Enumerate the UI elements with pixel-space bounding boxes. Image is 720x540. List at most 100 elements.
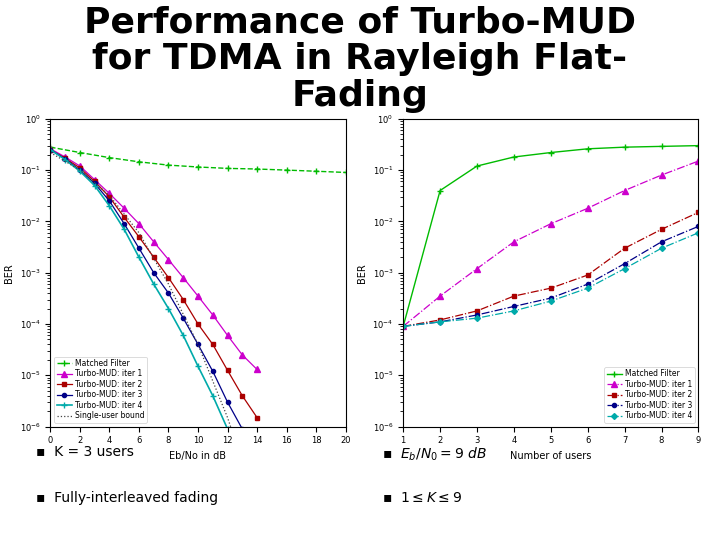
Turbo-MUD: iter 3: (11, 1.2e-05): iter 3: (11, 1.2e-05) bbox=[209, 368, 217, 374]
Turbo-MUD: iter 1: (3, 0.065): iter 1: (3, 0.065) bbox=[91, 177, 99, 183]
Turbo-MUD: iter 1: (10, 0.00035): iter 1: (10, 0.00035) bbox=[194, 293, 202, 299]
Turbo-MUD: iter 3: (13, 9e-07): iter 3: (13, 9e-07) bbox=[238, 426, 246, 432]
Turbo-MUD: iter 3: (14, 3e-07): iter 3: (14, 3e-07) bbox=[253, 450, 261, 457]
Line: Turbo-MUD: iter 2: Turbo-MUD: iter 2 bbox=[48, 147, 259, 420]
Turbo-MUD: iter 4: (1, 0.16): iter 4: (1, 0.16) bbox=[60, 157, 69, 163]
Turbo-MUD: iter 1: (5, 0.009): iter 1: (5, 0.009) bbox=[546, 220, 555, 227]
Turbo-MUD: iter 3: (10, 4e-05): iter 3: (10, 4e-05) bbox=[194, 341, 202, 348]
Turbo-MUD: iter 3: (7, 0.001): iter 3: (7, 0.001) bbox=[150, 269, 158, 276]
Text: ▪  Fully-interleaved fading: ▪ Fully-interleaved fading bbox=[36, 491, 218, 505]
Y-axis label: BER: BER bbox=[357, 263, 367, 282]
Line: Turbo-MUD: iter 3: Turbo-MUD: iter 3 bbox=[48, 147, 259, 456]
Turbo-MUD: iter 3: (2, 0.00011): iter 3: (2, 0.00011) bbox=[436, 319, 444, 325]
Turbo-MUD: iter 4: (7, 0.0006): iter 4: (7, 0.0006) bbox=[150, 281, 158, 287]
Turbo-MUD: iter 4: (10, 1.5e-05): iter 4: (10, 1.5e-05) bbox=[194, 363, 202, 369]
Turbo-MUD: iter 2: (4, 0.03): iter 2: (4, 0.03) bbox=[105, 194, 114, 200]
Turbo-MUD: iter 2: (9, 0.0003): iter 2: (9, 0.0003) bbox=[179, 296, 187, 303]
Turbo-MUD: iter 1: (2, 0.12): iter 1: (2, 0.12) bbox=[76, 163, 84, 169]
Matched Filter bbox=[164, 162, 173, 168]
Turbo-MUD: iter 1: (14, 1.3e-05): iter 1: (14, 1.3e-05) bbox=[253, 366, 261, 373]
Turbo-MUD: iter 2: (10, 0.0001): iter 2: (10, 0.0001) bbox=[194, 321, 202, 327]
X-axis label: Number of users: Number of users bbox=[510, 451, 592, 461]
Matched Filter bbox=[341, 169, 350, 176]
Turbo-MUD: iter 1: (6, 0.009): iter 1: (6, 0.009) bbox=[135, 220, 143, 227]
Turbo-MUD: iter 4: (0, 0.25): iter 4: (0, 0.25) bbox=[46, 146, 55, 153]
Line: Turbo-MUD: iter 3: Turbo-MUD: iter 3 bbox=[401, 224, 701, 328]
Turbo-MUD: iter 1: (1, 0.18): iter 1: (1, 0.18) bbox=[60, 154, 69, 160]
Turbo-MUD: iter 1: (13, 2.5e-05): iter 1: (13, 2.5e-05) bbox=[238, 352, 246, 358]
Turbo-MUD: iter 1: (4, 0.035): iter 1: (4, 0.035) bbox=[105, 190, 114, 197]
Single-user bound bbox=[194, 341, 202, 348]
Turbo-MUD: iter 3: (2, 0.1): iter 3: (2, 0.1) bbox=[76, 167, 84, 173]
Turbo-MUD: iter 1: (3, 0.0012): iter 1: (3, 0.0012) bbox=[473, 265, 482, 272]
X-axis label: Eb/No in dB: Eb/No in dB bbox=[169, 451, 227, 461]
Matched Filter bbox=[76, 149, 84, 156]
Turbo-MUD: iter 4: (13, 2e-07): iter 4: (13, 2e-07) bbox=[238, 459, 246, 465]
Turbo-MUD: iter 1: (6, 0.018): iter 1: (6, 0.018) bbox=[583, 205, 592, 212]
Turbo-MUD: iter 4: (2, 0.00011): iter 4: (2, 0.00011) bbox=[436, 319, 444, 325]
Turbo-MUD: iter 4: (8, 0.003): iter 4: (8, 0.003) bbox=[657, 245, 666, 252]
Single-user bound bbox=[253, 502, 261, 508]
Matched Filter bbox=[583, 146, 592, 152]
Turbo-MUD: iter 1: (0, 0.26): iter 1: (0, 0.26) bbox=[46, 146, 55, 152]
Single-user bound bbox=[135, 230, 143, 236]
Turbo-MUD: iter 2: (1, 0.17): iter 2: (1, 0.17) bbox=[60, 155, 69, 161]
Turbo-MUD: iter 1: (7, 0.04): iter 1: (7, 0.04) bbox=[621, 187, 629, 194]
Turbo-MUD: iter 3: (8, 0.0004): iter 3: (8, 0.0004) bbox=[164, 290, 173, 296]
Turbo-MUD: iter 3: (12, 3e-06): iter 3: (12, 3e-06) bbox=[223, 399, 232, 406]
Legend: Matched Filter, Turbo-MUD: iter 1, Turbo-MUD: iter 2, Turbo-MUD: iter 3, Turbo-M: Matched Filter, Turbo-MUD: iter 1, Turbo… bbox=[54, 356, 147, 423]
Turbo-MUD: iter 4: (4, 0.00018): iter 4: (4, 0.00018) bbox=[510, 308, 518, 314]
Turbo-MUD: iter 2: (11, 4e-05): iter 2: (11, 4e-05) bbox=[209, 341, 217, 348]
Turbo-MUD: iter 4: (8, 0.0002): iter 4: (8, 0.0002) bbox=[164, 305, 173, 312]
Turbo-MUD: iter 1: (7, 0.004): iter 1: (7, 0.004) bbox=[150, 239, 158, 245]
Text: ▪  K = 3 users: ▪ K = 3 users bbox=[36, 446, 134, 460]
Turbo-MUD: iter 2: (9, 0.015): iter 2: (9, 0.015) bbox=[694, 209, 703, 215]
Turbo-MUD: iter 4: (9, 0.006): iter 4: (9, 0.006) bbox=[694, 230, 703, 236]
Turbo-MUD: iter 2: (5, 0.0005): iter 2: (5, 0.0005) bbox=[546, 285, 555, 292]
Matched Filter bbox=[312, 168, 320, 174]
Turbo-MUD: iter 4: (5, 0.007): iter 4: (5, 0.007) bbox=[120, 226, 128, 233]
Y-axis label: BER: BER bbox=[4, 263, 14, 282]
Turbo-MUD: iter 3: (9, 0.00013): iter 3: (9, 0.00013) bbox=[179, 315, 187, 321]
Line: Turbo-MUD: iter 2: Turbo-MUD: iter 2 bbox=[401, 210, 701, 328]
Turbo-MUD: iter 2: (14, 1.5e-06): iter 2: (14, 1.5e-06) bbox=[253, 414, 261, 421]
Matched Filter bbox=[510, 154, 518, 160]
Turbo-MUD: iter 4: (5, 0.00028): iter 4: (5, 0.00028) bbox=[546, 298, 555, 305]
Turbo-MUD: iter 3: (1, 9e-05): iter 3: (1, 9e-05) bbox=[399, 323, 408, 329]
Single-user bound bbox=[46, 149, 55, 156]
Turbo-MUD: iter 3: (6, 0.0006): iter 3: (6, 0.0006) bbox=[583, 281, 592, 287]
Turbo-MUD: iter 2: (12, 1.25e-05): iter 2: (12, 1.25e-05) bbox=[223, 367, 232, 374]
Turbo-MUD: iter 2: (0, 0.25): iter 2: (0, 0.25) bbox=[46, 146, 55, 153]
Matched Filter bbox=[546, 149, 555, 156]
Line: Matched Filter: Matched Filter bbox=[400, 142, 702, 330]
Turbo-MUD: iter 3: (4, 0.025): iter 3: (4, 0.025) bbox=[105, 198, 114, 204]
Turbo-MUD: iter 2: (13, 4e-06): iter 2: (13, 4e-06) bbox=[238, 393, 246, 399]
Single-user bound bbox=[223, 414, 232, 421]
Turbo-MUD: iter 4: (11, 4e-06): iter 4: (11, 4e-06) bbox=[209, 393, 217, 399]
Turbo-MUD: iter 2: (2, 0.11): iter 2: (2, 0.11) bbox=[76, 165, 84, 171]
Legend: Matched Filter, Turbo-MUD: iter 1, Turbo-MUD: iter 2, Turbo-MUD: iter 3, Turbo-M: Matched Filter, Turbo-MUD: iter 1, Turbo… bbox=[604, 367, 695, 423]
Turbo-MUD: iter 3: (1, 0.165): iter 3: (1, 0.165) bbox=[60, 156, 69, 162]
Matched Filter bbox=[621, 144, 629, 151]
Single-user bound bbox=[76, 167, 84, 173]
Turbo-MUD: iter 1: (2, 0.00035): iter 1: (2, 0.00035) bbox=[436, 293, 444, 299]
Matched Filter bbox=[135, 159, 143, 165]
Turbo-MUD: iter 3: (5, 0.00032): iter 3: (5, 0.00032) bbox=[546, 295, 555, 301]
Turbo-MUD: iter 4: (12, 9e-07): iter 4: (12, 9e-07) bbox=[223, 426, 232, 432]
Turbo-MUD: iter 4: (4, 0.02): iter 4: (4, 0.02) bbox=[105, 202, 114, 209]
Turbo-MUD: iter 4: (14, 5e-08): iter 4: (14, 5e-08) bbox=[253, 490, 261, 497]
Turbo-MUD: iter 2: (8, 0.007): iter 2: (8, 0.007) bbox=[657, 226, 666, 233]
Turbo-MUD: iter 3: (3, 0.00015): iter 3: (3, 0.00015) bbox=[473, 312, 482, 318]
Turbo-MUD: iter 1: (9, 0.15): iter 1: (9, 0.15) bbox=[694, 158, 703, 164]
Turbo-MUD: iter 1: (8, 0.0018): iter 1: (8, 0.0018) bbox=[164, 256, 173, 263]
Turbo-MUD: iter 1: (8, 0.08): iter 1: (8, 0.08) bbox=[657, 172, 666, 178]
Matched Filter bbox=[436, 187, 444, 194]
Turbo-MUD: iter 4: (3, 0.00013): iter 4: (3, 0.00013) bbox=[473, 315, 482, 321]
Turbo-MUD: iter 2: (3, 0.06): iter 2: (3, 0.06) bbox=[91, 178, 99, 185]
Turbo-MUD: iter 4: (3, 0.05): iter 4: (3, 0.05) bbox=[91, 183, 99, 189]
Text: Performance of Turbo-MUD
for TDMA in Rayleigh Flat-
Fading: Performance of Turbo-MUD for TDMA in Ray… bbox=[84, 5, 636, 113]
Turbo-MUD: iter 1: (5, 0.018): iter 1: (5, 0.018) bbox=[120, 205, 128, 212]
Matched Filter bbox=[223, 165, 232, 172]
Matched Filter bbox=[194, 164, 202, 170]
Matched Filter bbox=[473, 163, 482, 169]
